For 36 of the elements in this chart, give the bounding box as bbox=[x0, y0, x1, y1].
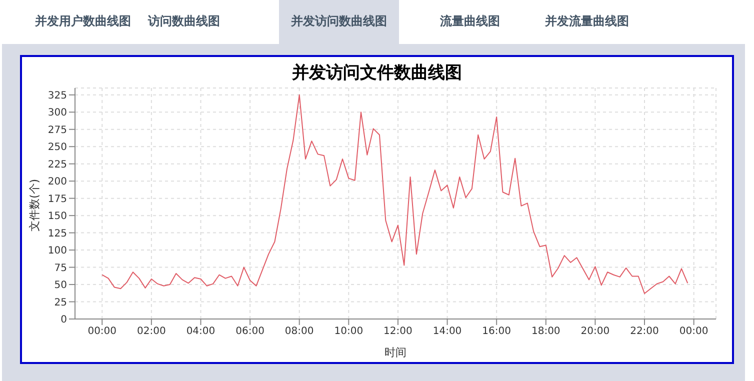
text: 访问数曲线图 bbox=[146, 13, 221, 30]
y-tick-label: 0 bbox=[60, 314, 67, 326]
chart-title: 并发访问文件数曲线图 bbox=[291, 62, 463, 84]
y-axis-title: 文件数(个) bbox=[28, 178, 41, 232]
x-tick-label: 02:00 bbox=[137, 326, 166, 338]
y-tick-label: 150 bbox=[48, 211, 67, 222]
y-tick-label: 50 bbox=[54, 280, 67, 292]
y-tick-label: 75 bbox=[54, 262, 67, 274]
x-axis-title: 时间 bbox=[384, 346, 406, 359]
x-tick-label: 00:00 bbox=[679, 326, 708, 338]
y-tick-label: 200 bbox=[48, 176, 67, 188]
line-series bbox=[102, 94, 688, 294]
text: 并发访问数曲线图 bbox=[279, 0, 399, 44]
text: 流量曲线图 bbox=[439, 13, 501, 30]
text: 并发流量曲线图 bbox=[544, 13, 630, 30]
x-tick-label: 06:00 bbox=[236, 326, 264, 338]
y-tick-label: 25 bbox=[54, 297, 67, 308]
x-tick-label: 10:00 bbox=[334, 326, 364, 338]
y-tick-label: 100 bbox=[48, 246, 67, 257]
x-tick-label: 14:00 bbox=[432, 326, 462, 338]
y-tick-label: 325 bbox=[48, 90, 67, 102]
y-tick-label: 300 bbox=[48, 108, 67, 119]
y-tick-label: 275 bbox=[48, 124, 67, 136]
x-tick-label: 20:00 bbox=[580, 326, 610, 338]
x-tick-label: 18:00 bbox=[531, 326, 560, 338]
y-tick-label: 250 bbox=[48, 142, 67, 154]
x-tick-label: 04:00 bbox=[186, 326, 216, 338]
x-tick-label: 22:00 bbox=[630, 326, 659, 338]
y-tick-label: 125 bbox=[48, 228, 67, 240]
y-tick-label: 175 bbox=[48, 194, 67, 205]
x-tick-label: 12:00 bbox=[384, 326, 412, 338]
x-tick-label: 08:00 bbox=[284, 326, 314, 338]
x-tick-label: 00:00 bbox=[88, 326, 117, 338]
x-tick-label: 16:00 bbox=[482, 326, 511, 338]
text: 并发用户数曲线图 bbox=[34, 13, 132, 30]
y-tick-label: 225 bbox=[48, 159, 67, 170]
